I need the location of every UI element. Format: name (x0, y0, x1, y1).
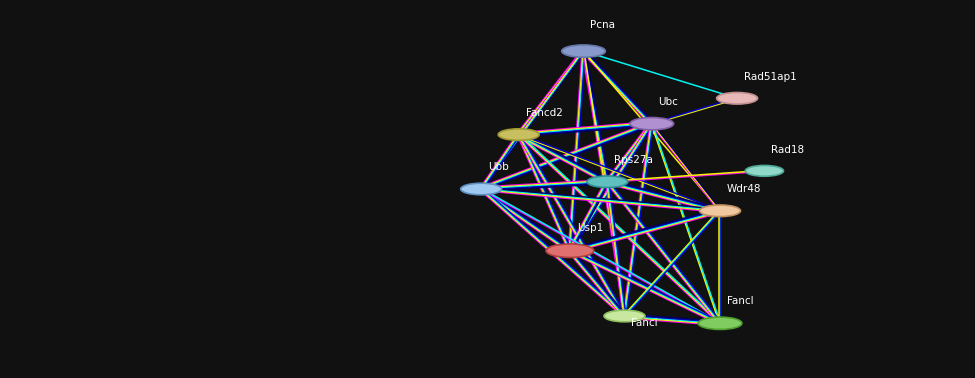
Ellipse shape (587, 176, 628, 187)
Text: Usp1: Usp1 (577, 223, 603, 233)
Text: Pcna: Pcna (590, 20, 615, 30)
Text: Ubc: Ubc (659, 97, 679, 107)
Ellipse shape (460, 183, 502, 195)
Ellipse shape (698, 317, 742, 330)
Text: Rad51ap1: Rad51ap1 (744, 71, 797, 82)
Ellipse shape (630, 118, 674, 130)
Text: Fanci: Fanci (632, 318, 658, 328)
Ellipse shape (546, 244, 594, 257)
Text: Wdr48: Wdr48 (726, 184, 761, 194)
Ellipse shape (604, 310, 645, 322)
Ellipse shape (498, 129, 539, 140)
Ellipse shape (745, 166, 784, 176)
Text: Fancl: Fancl (726, 296, 754, 306)
Ellipse shape (562, 45, 605, 57)
Text: Rps27a: Rps27a (614, 155, 653, 165)
Text: Rad18: Rad18 (771, 144, 804, 155)
Text: Ubb: Ubb (488, 162, 509, 172)
Ellipse shape (700, 205, 741, 217)
Text: Fancd2: Fancd2 (526, 108, 563, 118)
Ellipse shape (717, 93, 758, 104)
